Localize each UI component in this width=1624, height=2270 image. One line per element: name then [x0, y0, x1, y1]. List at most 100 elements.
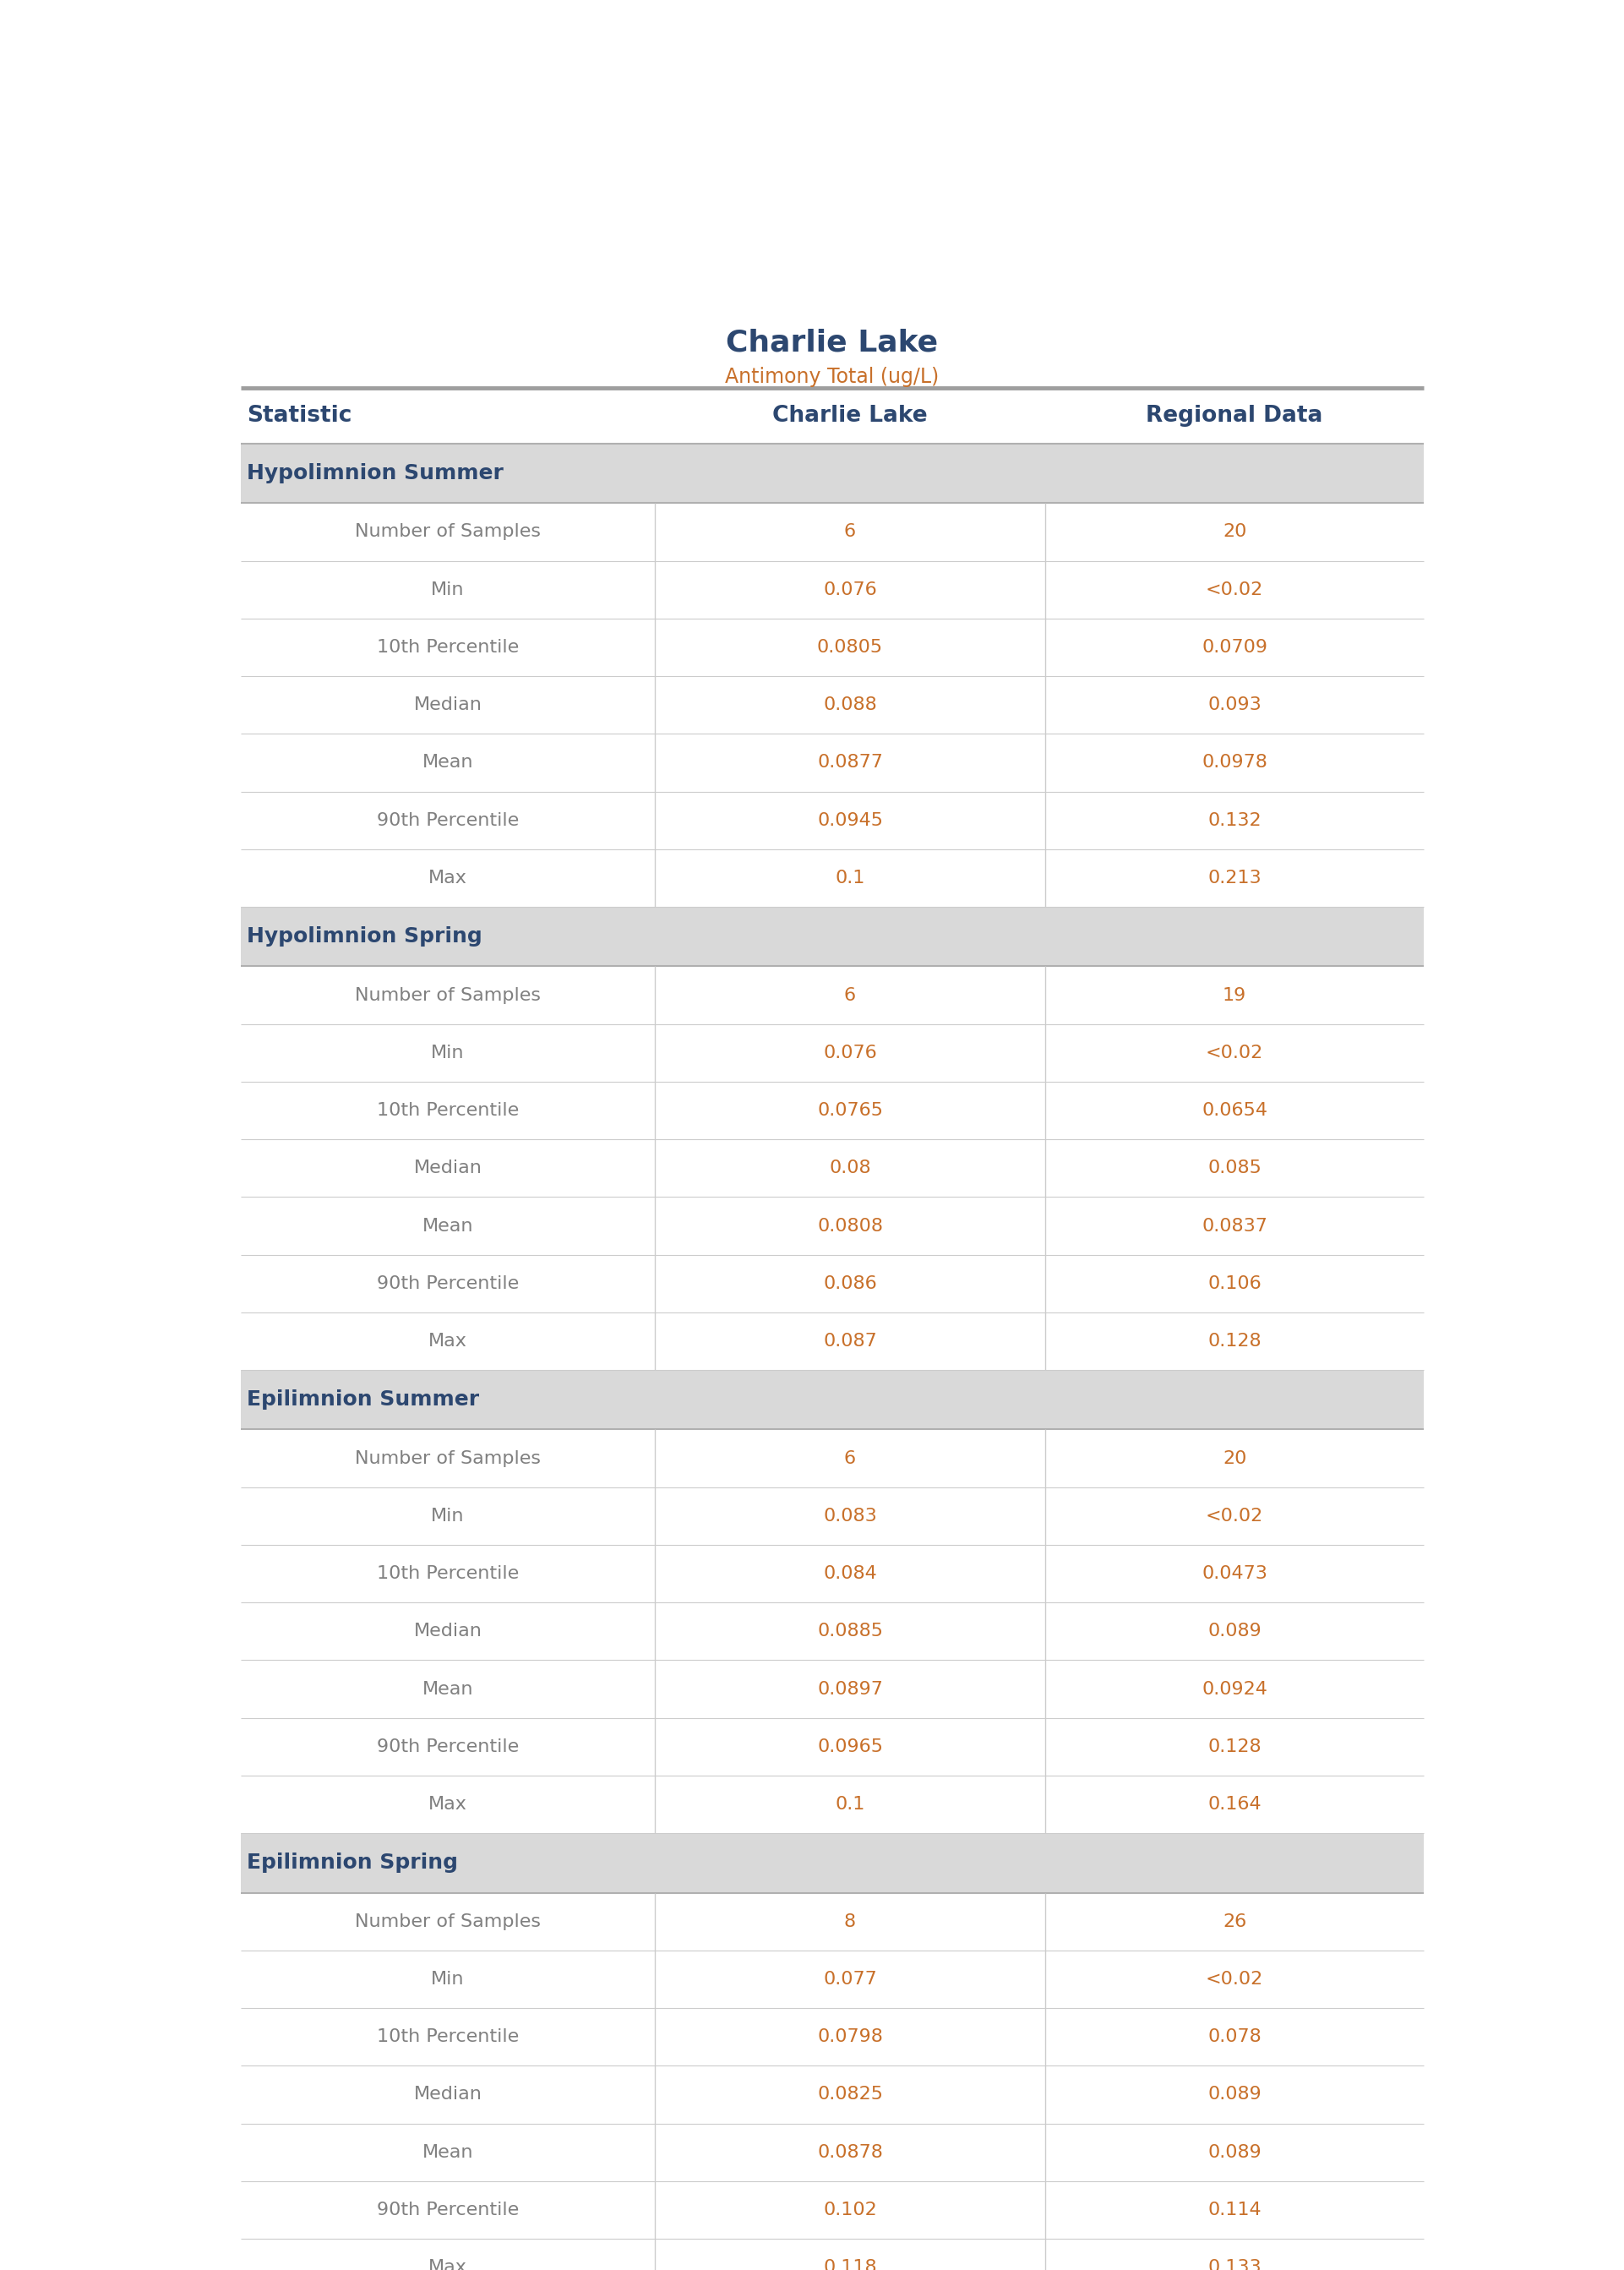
Text: 0.083: 0.083 — [823, 1507, 877, 1525]
Bar — [240, 1255, 1424, 1312]
Text: 0.0978: 0.0978 — [1202, 754, 1267, 772]
Text: 0.0965: 0.0965 — [817, 1739, 883, 1755]
Text: 0.0825: 0.0825 — [817, 2086, 883, 2102]
Bar — [240, 1196, 1424, 1255]
Text: Epilimnion Summer: Epilimnion Summer — [247, 1389, 479, 1410]
Bar — [240, 2122, 1424, 2181]
Bar — [240, 561, 1424, 617]
Text: 0.213: 0.213 — [1208, 869, 1262, 888]
Bar — [240, 504, 1424, 561]
Text: 0.0805: 0.0805 — [817, 638, 883, 656]
Bar — [240, 792, 1424, 849]
Bar — [240, 1775, 1424, 1834]
Text: 0.0878: 0.0878 — [817, 2143, 883, 2161]
Text: Mean: Mean — [422, 1217, 473, 1235]
Text: 6: 6 — [844, 1451, 856, 1466]
Text: Antimony Total (ug/L): Antimony Total (ug/L) — [726, 368, 939, 388]
Text: 0.128: 0.128 — [1208, 1739, 1262, 1755]
Text: 0.118: 0.118 — [823, 2259, 877, 2270]
Text: <0.02: <0.02 — [1205, 1044, 1263, 1062]
Text: 0.0924: 0.0924 — [1202, 1680, 1267, 1698]
Text: 20: 20 — [1223, 1451, 1247, 1466]
Text: Mean: Mean — [422, 2143, 473, 2161]
Text: 0.0798: 0.0798 — [817, 2029, 883, 2045]
Bar — [240, 1659, 1424, 1718]
Text: Max: Max — [429, 2259, 468, 2270]
Text: 0.085: 0.085 — [1208, 1160, 1262, 1176]
Text: Mean: Mean — [422, 1680, 473, 1698]
Bar — [240, 908, 1424, 967]
Text: 0.106: 0.106 — [1208, 1276, 1262, 1292]
Bar — [240, 2009, 1424, 2066]
Text: 0.0897: 0.0897 — [817, 1680, 883, 1698]
Text: 90th Percentile: 90th Percentile — [377, 2202, 520, 2218]
Text: Mean: Mean — [422, 754, 473, 772]
Text: 0.133: 0.133 — [1208, 2259, 1262, 2270]
Bar — [240, 1893, 1424, 1950]
Text: 0.087: 0.087 — [823, 1332, 877, 1351]
Text: 0.114: 0.114 — [1208, 2202, 1262, 2218]
Text: 0.128: 0.128 — [1208, 1332, 1262, 1351]
Text: Hypolimnion Summer: Hypolimnion Summer — [247, 463, 503, 484]
Text: 0.0877: 0.0877 — [817, 754, 883, 772]
Text: Number of Samples: Number of Samples — [356, 1914, 541, 1930]
Text: Max: Max — [429, 1332, 468, 1351]
Text: <0.02: <0.02 — [1205, 1507, 1263, 1525]
Text: 0.0885: 0.0885 — [817, 1623, 883, 1639]
Text: 0.102: 0.102 — [823, 2202, 877, 2218]
Text: 0.084: 0.084 — [823, 1566, 877, 1582]
Bar — [240, 1718, 1424, 1775]
Bar — [240, 967, 1424, 1024]
Bar — [240, 1834, 1424, 1893]
Text: <0.02: <0.02 — [1205, 1970, 1263, 1989]
Text: 10th Percentile: 10th Percentile — [377, 1101, 520, 1119]
Text: Min: Min — [430, 1507, 464, 1525]
Bar — [240, 1024, 1424, 1083]
Text: Min: Min — [430, 1044, 464, 1062]
Bar — [240, 2181, 1424, 2238]
Bar — [240, 1371, 1424, 1430]
Bar — [240, 1430, 1424, 1487]
Bar — [240, 1312, 1424, 1371]
Text: 8: 8 — [844, 1914, 856, 1930]
Text: Median: Median — [414, 1160, 482, 1176]
Bar — [240, 849, 1424, 908]
Text: 0.078: 0.078 — [1208, 2029, 1262, 2045]
Text: Min: Min — [430, 581, 464, 597]
Text: 10th Percentile: 10th Percentile — [377, 638, 520, 656]
Text: 10th Percentile: 10th Percentile — [377, 1566, 520, 1582]
Bar — [240, 1083, 1424, 1140]
Text: 0.0709: 0.0709 — [1202, 638, 1267, 656]
Text: 0.077: 0.077 — [823, 1970, 877, 1989]
Bar — [240, 676, 1424, 733]
Text: 0.1: 0.1 — [835, 1796, 866, 1814]
Bar — [240, 1546, 1424, 1603]
Text: 0.089: 0.089 — [1208, 2143, 1262, 2161]
Text: 0.164: 0.164 — [1208, 1796, 1262, 1814]
Text: 0.08: 0.08 — [830, 1160, 870, 1176]
Text: 0.0654: 0.0654 — [1202, 1101, 1267, 1119]
Text: 20: 20 — [1223, 524, 1247, 540]
Text: 6: 6 — [844, 524, 856, 540]
Text: 0.076: 0.076 — [823, 581, 877, 597]
Text: <0.02: <0.02 — [1205, 581, 1263, 597]
Text: 6: 6 — [844, 987, 856, 1003]
Text: 0.093: 0.093 — [1208, 697, 1262, 713]
Bar — [240, 1603, 1424, 1659]
Text: 0.0808: 0.0808 — [817, 1217, 883, 1235]
Text: 0.132: 0.132 — [1208, 813, 1262, 829]
Text: 26: 26 — [1223, 1914, 1247, 1930]
Text: Number of Samples: Number of Samples — [356, 987, 541, 1003]
Text: 90th Percentile: 90th Percentile — [377, 1276, 520, 1292]
Text: Charlie Lake: Charlie Lake — [773, 404, 927, 427]
Text: 0.086: 0.086 — [823, 1276, 877, 1292]
Text: 0.0945: 0.0945 — [817, 813, 883, 829]
Text: Max: Max — [429, 1796, 468, 1814]
Text: Median: Median — [414, 1623, 482, 1639]
Text: Epilimnion Spring: Epilimnion Spring — [247, 1852, 458, 1873]
Text: 0.088: 0.088 — [823, 697, 877, 713]
Bar — [240, 2066, 1424, 2122]
Text: 19: 19 — [1223, 987, 1247, 1003]
Text: 90th Percentile: 90th Percentile — [377, 813, 520, 829]
Bar — [240, 1950, 1424, 2009]
